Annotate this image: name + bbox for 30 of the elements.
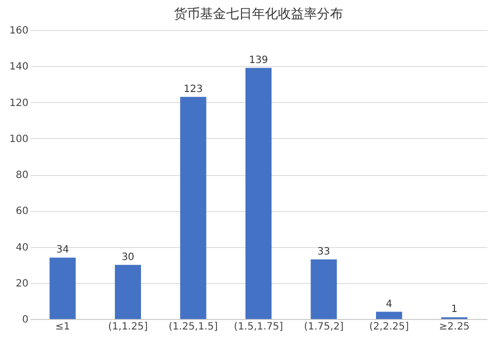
y-tick-label: 0 (22, 314, 28, 326)
x-tick-label: ≥2.25 (439, 322, 470, 332)
data-label: 33 (317, 246, 330, 258)
x-tick-label: (1,1.25] (108, 322, 148, 332)
x-tick-label: ≤1 (55, 322, 70, 332)
bar (310, 259, 337, 319)
x-tick-label: (2,2.25] (369, 322, 409, 332)
data-label: 123 (184, 84, 203, 95)
data-label: 139 (248, 54, 268, 66)
y-tick-label: 160 (9, 26, 28, 36)
y-tick-label: 100 (9, 134, 28, 145)
bar (376, 312, 402, 319)
bar (50, 258, 76, 319)
y-tick-label: 20 (16, 278, 28, 290)
data-label: 30 (122, 252, 134, 263)
y-tick-label: 60 (16, 206, 28, 218)
bar (180, 96, 206, 319)
y-tick-label: 140 (9, 62, 28, 73)
x-tick-label: (1.25,1.5] (168, 322, 218, 332)
x-tick-label: (1.5,1.75] (234, 322, 284, 332)
y-tick-label: 120 (9, 98, 28, 109)
y-tick-label: 80 (16, 170, 28, 181)
data-label: 34 (56, 244, 70, 256)
chart-title: 货币基金七日年化收益率分布 (174, 6, 343, 22)
y-tick-label: 40 (16, 242, 28, 254)
data-label: 1 (451, 304, 458, 316)
bar (245, 68, 272, 319)
bar (114, 264, 141, 319)
x-tick-label: (1.75,2] (304, 322, 344, 332)
data-label: 4 (386, 298, 392, 310)
